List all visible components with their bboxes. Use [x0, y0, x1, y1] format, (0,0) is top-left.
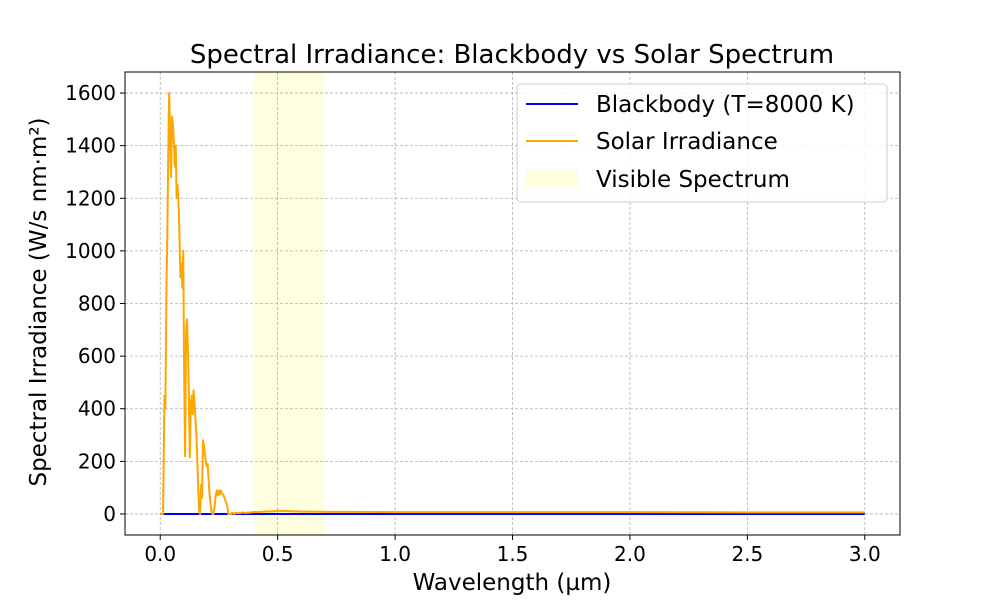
y-axis-label: Spectral Irradiance (W/s nm·m²) — [26, 117, 52, 486]
visible-spectrum-band — [254, 72, 325, 535]
series-line-solar-irradiance — [160, 92, 865, 515]
y-tick-label: 800 — [78, 292, 116, 316]
y-tick-label: 200 — [78, 449, 116, 473]
legend-swatch-visible — [526, 169, 578, 188]
x-axis-label: Wavelength (µm) — [413, 570, 612, 596]
x-tick-label: 0.0 — [144, 542, 176, 566]
x-tick-label: 2.0 — [614, 542, 646, 566]
shade-layer — [254, 72, 325, 535]
y-tick-label: 0 — [103, 502, 116, 526]
y-tick-label: 600 — [78, 344, 116, 368]
x-tick-label: 0.5 — [262, 542, 294, 566]
legend: Blackbody (T=8000 K) Solar Irradiance Vi… — [516, 83, 888, 203]
x-tick-label: 1.0 — [379, 542, 411, 566]
legend-box — [516, 83, 888, 203]
y-tick-label: 400 — [78, 397, 116, 421]
y-tick-label: 1400 — [65, 134, 116, 158]
legend-label-blackbody: Blackbody (T=8000 K) — [596, 92, 855, 118]
x-tick-label: 3.0 — [849, 542, 881, 566]
y-tick-label: 1600 — [65, 81, 116, 105]
chart-title: Spectral Irradiance: Blackbody vs Solar … — [190, 40, 834, 70]
x-tick-label: 1.5 — [497, 542, 529, 566]
y-tick-label: 1000 — [65, 239, 116, 263]
y-tick-label: 1200 — [65, 186, 116, 210]
x-tick-label: 2.5 — [731, 542, 763, 566]
tick-layer: 0.0 0.5 1.0 1.5 2.0 2.5 3.0 0 200 400 600 800 1000 12… — [65, 81, 881, 566]
series-layer — [160, 92, 865, 515]
legend-label-visible: Visible Spectrum — [596, 167, 790, 193]
legend-label-solar: Solar Irradiance — [596, 129, 778, 155]
